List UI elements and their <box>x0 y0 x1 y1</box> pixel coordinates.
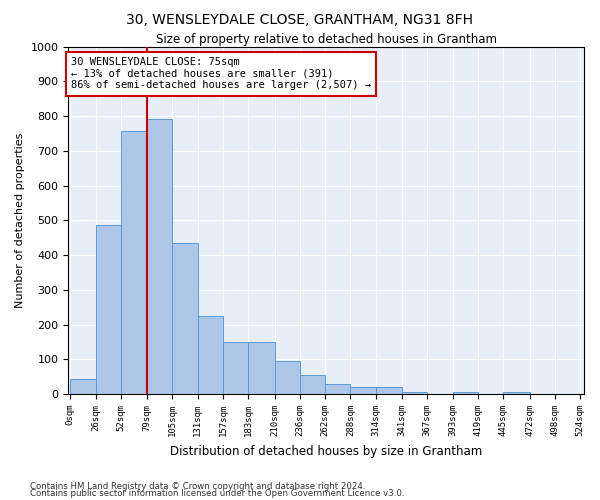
Bar <box>70 378 95 394</box>
Bar <box>223 342 248 394</box>
Title: Size of property relative to detached houses in Grantham: Size of property relative to detached ho… <box>155 32 497 46</box>
Bar <box>147 118 172 394</box>
Text: 30 WENSLEYDALE CLOSE: 75sqm
← 13% of detached houses are smaller (391)
86% of se: 30 WENSLEYDALE CLOSE: 75sqm ← 13% of det… <box>71 57 371 90</box>
Bar <box>172 242 197 394</box>
Bar <box>350 387 376 394</box>
Bar <box>121 131 147 394</box>
Bar <box>197 316 223 394</box>
Bar <box>95 224 121 394</box>
Bar <box>452 392 478 394</box>
Bar <box>376 387 402 394</box>
Bar <box>325 384 350 394</box>
Bar <box>402 392 427 394</box>
Text: 30, WENSLEYDALE CLOSE, GRANTHAM, NG31 8FH: 30, WENSLEYDALE CLOSE, GRANTHAM, NG31 8F… <box>127 12 473 26</box>
Bar <box>503 392 530 394</box>
Bar <box>300 375 325 394</box>
Y-axis label: Number of detached properties: Number of detached properties <box>15 132 25 308</box>
Bar <box>275 361 300 394</box>
Text: Contains HM Land Registry data © Crown copyright and database right 2024.: Contains HM Land Registry data © Crown c… <box>30 482 365 491</box>
Bar <box>248 342 275 394</box>
X-axis label: Distribution of detached houses by size in Grantham: Distribution of detached houses by size … <box>170 444 482 458</box>
Text: Contains public sector information licensed under the Open Government Licence v3: Contains public sector information licen… <box>30 490 404 498</box>
